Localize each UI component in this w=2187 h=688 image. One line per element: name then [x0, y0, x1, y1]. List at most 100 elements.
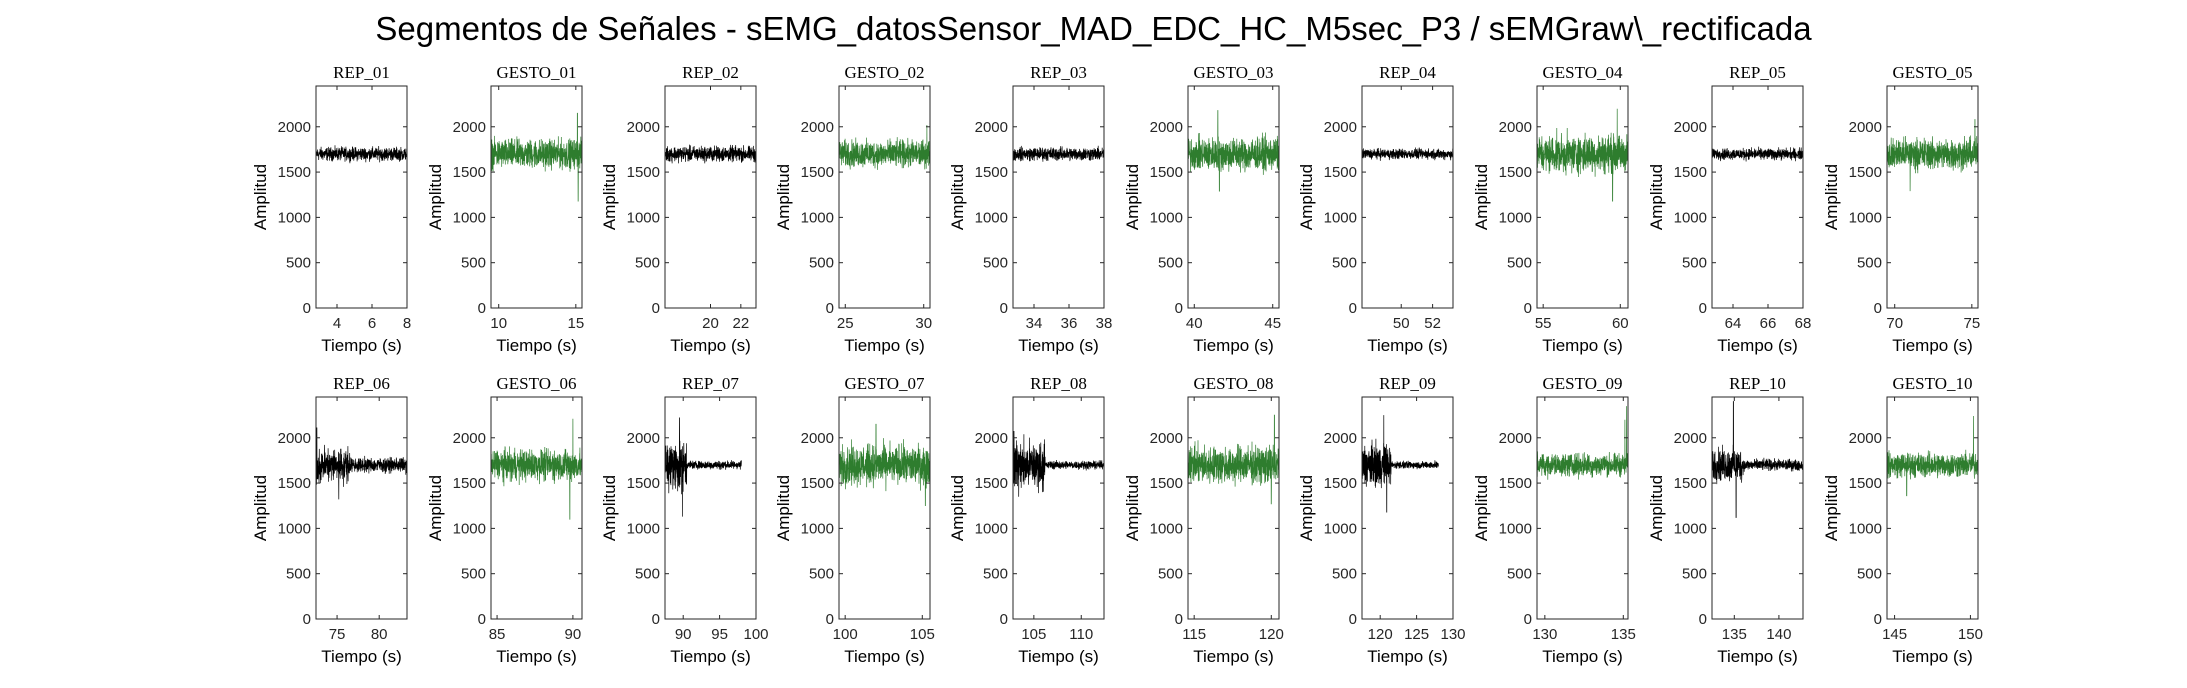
x-axis-label: Tiempo (s): [1193, 336, 1274, 355]
y-tick-label: 2000: [1499, 119, 1532, 136]
subplot-rep-09: REP_09 0 500 1000 1500 2000 120 125 130 Tiempo (s…: [1297, 374, 1466, 666]
y-tick-label: 2000: [453, 119, 486, 136]
y-tick-label: 1000: [1499, 520, 1532, 537]
x-tick-label: 150: [1958, 626, 1983, 643]
y-axis-label: Amplitud: [1822, 164, 1841, 230]
y-tick-label: 1000: [1849, 520, 1882, 537]
x-tick-label: 100: [743, 626, 768, 643]
axes-box: [838, 396, 931, 620]
y-tick-label: 1000: [975, 209, 1008, 226]
x-tick-label: 20: [702, 315, 719, 332]
y-tick-label: 500: [286, 566, 311, 583]
y-axis-label: Amplitud: [426, 475, 445, 541]
subplot-gesto-01: GESTO_01 0 500 1000 1500 2000 10 15 Tiempo (s) Am…: [426, 63, 584, 355]
y-axis-label: Amplitud: [426, 164, 445, 230]
subplot-rep-03: REP_03 0 500 1000 1500 2000 34 36 38 Tiempo (s) Am…: [948, 63, 1112, 355]
axes-box: [1012, 85, 1105, 309]
y-tick-label: 1000: [1849, 209, 1882, 226]
y-tick-label: 1000: [278, 520, 311, 537]
y-tick-label: 2000: [975, 430, 1008, 447]
x-axis-label: Tiempo (s): [1367, 336, 1448, 355]
y-tick-label: 0: [826, 611, 834, 628]
y-tick-label: 1500: [1324, 475, 1357, 492]
subplot-title: REP_09: [1379, 374, 1436, 393]
y-axis-label: Amplitud: [1123, 475, 1142, 541]
y-tick-label: 0: [1874, 300, 1882, 317]
axes-box: [1886, 396, 1979, 620]
x-tick-label: 90: [565, 626, 582, 643]
y-tick-label: 500: [809, 255, 834, 272]
y-tick-label: 1000: [975, 520, 1008, 537]
x-tick-label: 45: [1264, 315, 1281, 332]
y-axis-label: Amplitud: [1647, 164, 1666, 230]
signal-trace-rep: [664, 144, 757, 164]
y-tick-label: 500: [635, 255, 660, 272]
subplot-title: REP_10: [1729, 374, 1786, 393]
y-tick-label: 1500: [1674, 164, 1707, 181]
x-tick-label: 95: [711, 626, 728, 643]
subplot-gesto-10: GESTO_10 0 500 1000 1500 2000 145 150 Tiempo (s)…: [1822, 374, 1983, 666]
signal-trace-gesto: [490, 418, 583, 520]
x-tick-label: 125: [1404, 626, 1429, 643]
x-tick-label: 68: [1795, 315, 1812, 332]
y-tick-label: 1500: [627, 475, 660, 492]
axes-box: [664, 396, 757, 620]
y-tick-label: 2000: [453, 430, 486, 447]
x-tick-label: 80: [371, 626, 388, 643]
subplot-title: REP_07: [682, 374, 739, 393]
x-axis-label: Tiempo (s): [321, 336, 402, 355]
subplot-gesto-08: GESTO_08 0 500 1000 1500 2000 115 120 Tiempo (s)…: [1123, 374, 1284, 666]
x-tick-label: 25: [837, 315, 854, 332]
y-tick-label: 500: [1332, 255, 1357, 272]
x-tick-label: 115: [1182, 626, 1206, 643]
y-tick-label: 0: [1349, 611, 1357, 628]
signal-trace-rep: [1012, 145, 1105, 162]
y-tick-label: 500: [809, 566, 834, 583]
y-tick-label: 0: [1175, 611, 1183, 628]
y-axis-label: Amplitud: [600, 164, 619, 230]
subplot-rep-04: REP_04 0 500 1000 1500 2000 50 52 Tiempo (s) Ampl…: [1297, 63, 1454, 355]
subplot-rep-10: REP_10 0 500 1000 1500 2000 135 140 Tiempo (s) Am…: [1647, 374, 1804, 666]
axes-box: [1012, 396, 1105, 620]
y-tick-label: 1500: [278, 475, 311, 492]
x-tick-label: 130: [1440, 626, 1465, 643]
y-tick-label: 1500: [1150, 164, 1183, 181]
axes-box: [315, 396, 408, 620]
y-tick-label: 2000: [627, 430, 660, 447]
signal-trace-gesto: [1187, 414, 1280, 505]
y-tick-label: 1000: [1324, 209, 1357, 226]
signal-trace-rep: [1711, 401, 1804, 518]
y-tick-label: 0: [478, 611, 486, 628]
y-axis-label: Amplitud: [1297, 164, 1316, 230]
y-tick-label: 1000: [1499, 209, 1532, 226]
x-tick-label: 120: [1259, 626, 1284, 643]
x-axis-label: Tiempo (s): [1542, 336, 1623, 355]
subplot-title: GESTO_05: [1893, 63, 1973, 82]
y-tick-label: 2000: [1674, 119, 1707, 136]
x-axis-label: Tiempo (s): [670, 647, 751, 666]
subplot-gesto-06: GESTO_06 0 500 1000 1500 2000 85 90 Tiempo (s) Am…: [426, 374, 583, 666]
y-tick-label: 2000: [1150, 430, 1183, 447]
y-tick-label: 500: [1857, 566, 1882, 583]
y-tick-label: 500: [1158, 255, 1183, 272]
signal-trace-rep: [1012, 431, 1105, 497]
signal-trace-gesto: [838, 423, 931, 507]
y-tick-label: 1500: [453, 164, 486, 181]
y-tick-label: 500: [1507, 255, 1532, 272]
y-tick-label: 0: [478, 300, 486, 317]
x-tick-label: 90: [675, 626, 692, 643]
x-tick-label: 40: [1186, 315, 1203, 332]
x-tick-label: 110: [1069, 626, 1093, 643]
x-axis-label: Tiempo (s): [496, 647, 577, 666]
y-axis-label: Amplitud: [600, 475, 619, 541]
signal-trace-gesto: [838, 124, 931, 170]
x-tick-label: 30: [915, 315, 932, 332]
y-tick-label: 2000: [1324, 430, 1357, 447]
axes-box: [1711, 396, 1804, 620]
x-tick-label: 50: [1393, 315, 1410, 332]
y-tick-label: 0: [1000, 300, 1008, 317]
subplot-title: REP_06: [333, 374, 390, 393]
x-tick-label: 70: [1886, 315, 1903, 332]
signal-trace-rep: [315, 145, 408, 164]
